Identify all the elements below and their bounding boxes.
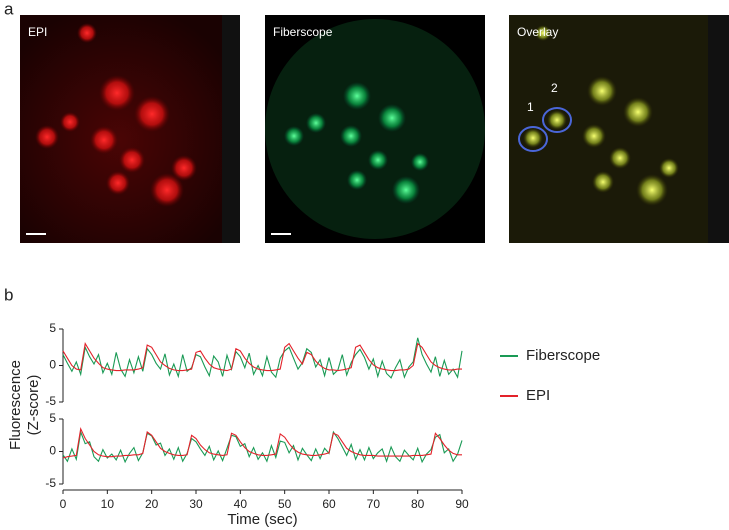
fiberscope-image: Fiberscope — [265, 15, 485, 243]
x-tick-label: 20 — [145, 497, 159, 511]
image-label: Fiberscope — [273, 25, 333, 39]
image-label: EPI — [28, 25, 47, 39]
y-tick-label: -5 — [45, 476, 56, 490]
y-axis-label: Fluorescence — [7, 360, 24, 450]
x-tick-label: 90 — [455, 497, 469, 511]
epi-image: EPI — [20, 15, 240, 243]
x-tick-label: 50 — [278, 497, 292, 511]
y-tick-label: 5 — [49, 321, 56, 335]
x-tick-label: 40 — [234, 497, 248, 511]
y-tick-label: 0 — [49, 444, 56, 458]
trace — [62, 426, 462, 459]
panel-label: b — [4, 285, 13, 304]
x-axis-label: Time (sec) — [227, 511, 297, 528]
x-tick-label: 0 — [60, 497, 67, 511]
legend-label: Fiberscope — [526, 347, 600, 364]
y-tick-label: 5 — [49, 411, 56, 425]
x-tick-label: 30 — [189, 497, 203, 511]
trace — [62, 342, 462, 372]
legend-label: EPI — [526, 387, 550, 404]
roi-label: 1 — [527, 100, 534, 114]
x-tick-label: 80 — [411, 497, 425, 511]
roi-label: 2 — [551, 81, 558, 95]
trace — [62, 429, 463, 464]
x-tick-label: 60 — [322, 497, 336, 511]
panel-label: a — [4, 0, 14, 18]
x-tick-label: 10 — [101, 497, 115, 511]
image-label: Overlay — [517, 25, 558, 39]
overlay-image: 1 2 Overlay — [509, 15, 729, 243]
x-tick-label: 70 — [367, 497, 381, 511]
y-tick-label: -5 — [45, 394, 56, 408]
trace — [62, 337, 463, 379]
y-axis-label: (Z-score) — [25, 375, 42, 436]
y-tick-label: 0 — [49, 358, 56, 372]
